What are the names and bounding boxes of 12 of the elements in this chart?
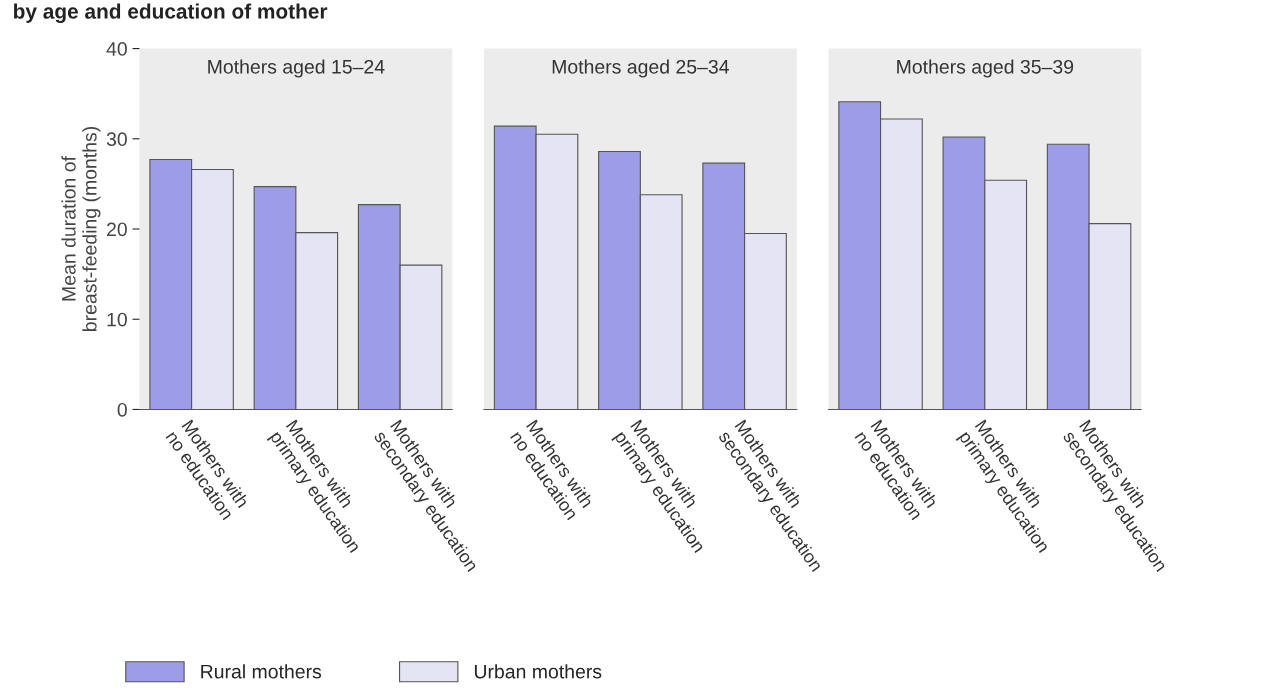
y-tick-label: 0 — [117, 402, 127, 417]
y-tick-label: 20 — [107, 222, 127, 237]
y-tick-label: 10 — [107, 312, 127, 327]
legend-label: Rural mothers — [201, 664, 322, 679]
text: Mothers aged 15–24 — [208, 59, 385, 78]
legend-label: Urban mothers — [474, 664, 602, 679]
y-tick-label: 40 — [106, 42, 127, 56]
text: Mothers aged 35–39 — [897, 59, 1074, 78]
y-axis-title: Mean duration of breast-feeding (months) — [61, 127, 101, 331]
y-tick-label: 30 — [106, 132, 127, 147]
text: Mothers aged 25–34 — [552, 59, 729, 78]
text: by age and education of mother — [14, 3, 328, 23]
